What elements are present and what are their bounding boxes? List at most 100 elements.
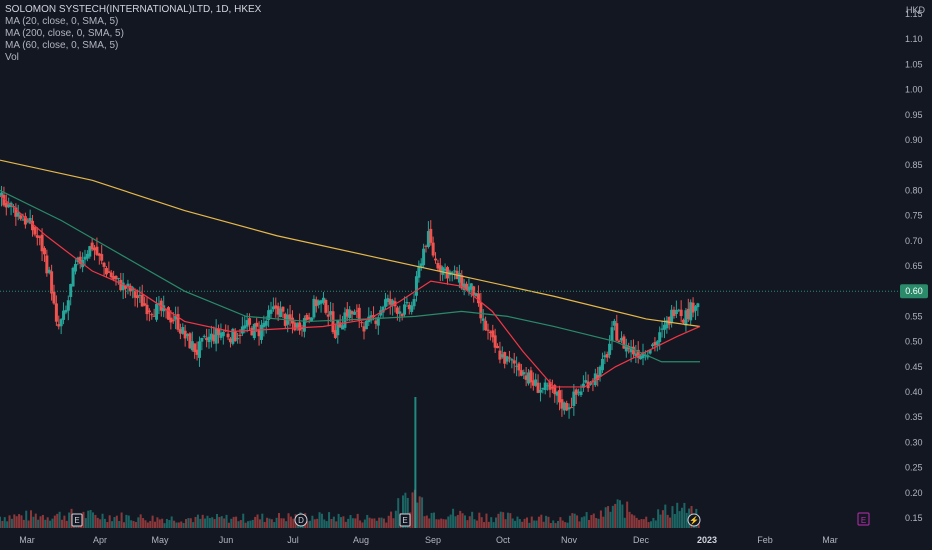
candle-body: [531, 380, 535, 386]
volume-bar: [225, 514, 228, 528]
volume-bar: [144, 520, 147, 528]
volume-bar: [337, 513, 340, 528]
volume-bar: [25, 510, 28, 528]
candle-body: [472, 286, 476, 295]
candle-body: [381, 306, 385, 313]
volume-bar: [685, 512, 688, 528]
volume-bar: [616, 499, 619, 528]
candle-body: [262, 322, 266, 328]
chart-legend: SOLOMON SYSTECH(INTERNATIONAL)LTD, 1D, H…: [5, 4, 261, 64]
candle-body: [119, 279, 123, 291]
volume-bar: [10, 518, 13, 528]
candle-body: [85, 253, 89, 259]
candle-body: [674, 310, 678, 314]
volume-bar: [597, 518, 600, 528]
candle-body: [677, 309, 681, 311]
x-tick-label: Jul: [287, 535, 299, 545]
volume-bar: [495, 517, 497, 528]
volume-bar: [125, 514, 128, 528]
candle-body: [16, 212, 20, 217]
volume-bar: [220, 516, 223, 528]
legend-ma200[interactable]: MA (200, close, 0, SMA, 5): [5, 28, 124, 39]
volume-bar: [425, 515, 428, 528]
candle-body: [651, 344, 655, 347]
candle-body: [529, 370, 533, 383]
volume-bar: [368, 517, 371, 528]
volume-bar: [3, 517, 6, 528]
volume-bar: [447, 516, 450, 528]
volume-bar: [526, 517, 528, 528]
volume-bar: [34, 513, 37, 528]
volume-bar: [414, 397, 417, 528]
candle-body: [596, 374, 600, 381]
candle-body: [83, 256, 87, 260]
candle-body: [336, 319, 340, 336]
volume-bar: [285, 521, 288, 528]
volume-bar: [32, 516, 35, 528]
legend-vol[interactable]: Vol: [5, 52, 19, 63]
candle-body: [50, 271, 54, 294]
volume-bar: [411, 492, 414, 528]
volume-bar: [356, 513, 359, 528]
volume-bar: [20, 515, 23, 528]
candle-body: [35, 235, 39, 238]
volume-bar: [664, 504, 667, 528]
candle-body: [572, 391, 576, 406]
candle-body: [567, 407, 571, 410]
candle-body: [100, 254, 104, 261]
candle-body: [441, 267, 445, 275]
candle-body: [395, 307, 399, 314]
volume-bar: [416, 502, 419, 528]
candle-body: [386, 298, 390, 302]
volume-bar: [173, 520, 176, 528]
volume-bar: [22, 519, 25, 528]
volume-bar: [132, 520, 135, 528]
candle-body: [653, 342, 657, 346]
volume-bar: [289, 516, 292, 528]
volume-bar: [347, 518, 350, 528]
candle-body: [112, 276, 116, 280]
candle-body: [460, 275, 464, 289]
volume-bar: [227, 522, 230, 528]
event-marker-label: D: [298, 516, 304, 525]
candle-body: [183, 330, 187, 339]
legend-ma20[interactable]: MA (20, close, 0, SMA, 5): [5, 16, 119, 27]
volume-bar: [170, 516, 173, 528]
candle-body: [691, 302, 695, 313]
candle-body: [352, 312, 356, 315]
dividend-marker: [294, 513, 308, 527]
volume-bar: [394, 510, 397, 528]
x-tick-label: Apr: [93, 535, 107, 545]
volume-bar: [99, 519, 102, 528]
candle-body: [634, 353, 638, 356]
candle-body: [274, 305, 278, 309]
volume-bar: [115, 515, 118, 528]
y-tick-label: 0.95: [905, 110, 923, 120]
volume-bar: [101, 513, 104, 528]
candle-body: [660, 328, 664, 330]
candle-body: [355, 310, 359, 312]
candle-body: [231, 328, 235, 344]
volume-bar: [404, 492, 407, 528]
future-earnings-marker: [857, 512, 870, 526]
ma200-line: [0, 159, 701, 328]
volume-bar: [402, 495, 404, 528]
candle-body: [186, 333, 190, 337]
volume-bar: [278, 513, 280, 528]
volume-bar: [270, 519, 273, 528]
volume-bar: [187, 518, 190, 528]
candle-body: [522, 372, 526, 375]
earnings-marker: [71, 513, 83, 527]
volume-bar: [0, 516, 1, 528]
volume-bar: [306, 521, 309, 528]
volume-bar: [237, 521, 240, 528]
legend-ma60[interactable]: MA (60, close, 0, SMA, 5): [5, 40, 119, 51]
y-tick-label: 0.40: [905, 387, 923, 397]
volume-bar: [146, 522, 149, 528]
volume-bar: [92, 512, 94, 528]
candle-body: [662, 324, 666, 330]
candle-body: [104, 268, 108, 275]
x-tick-label: Jun: [219, 535, 234, 545]
volume-bar: [30, 510, 32, 528]
